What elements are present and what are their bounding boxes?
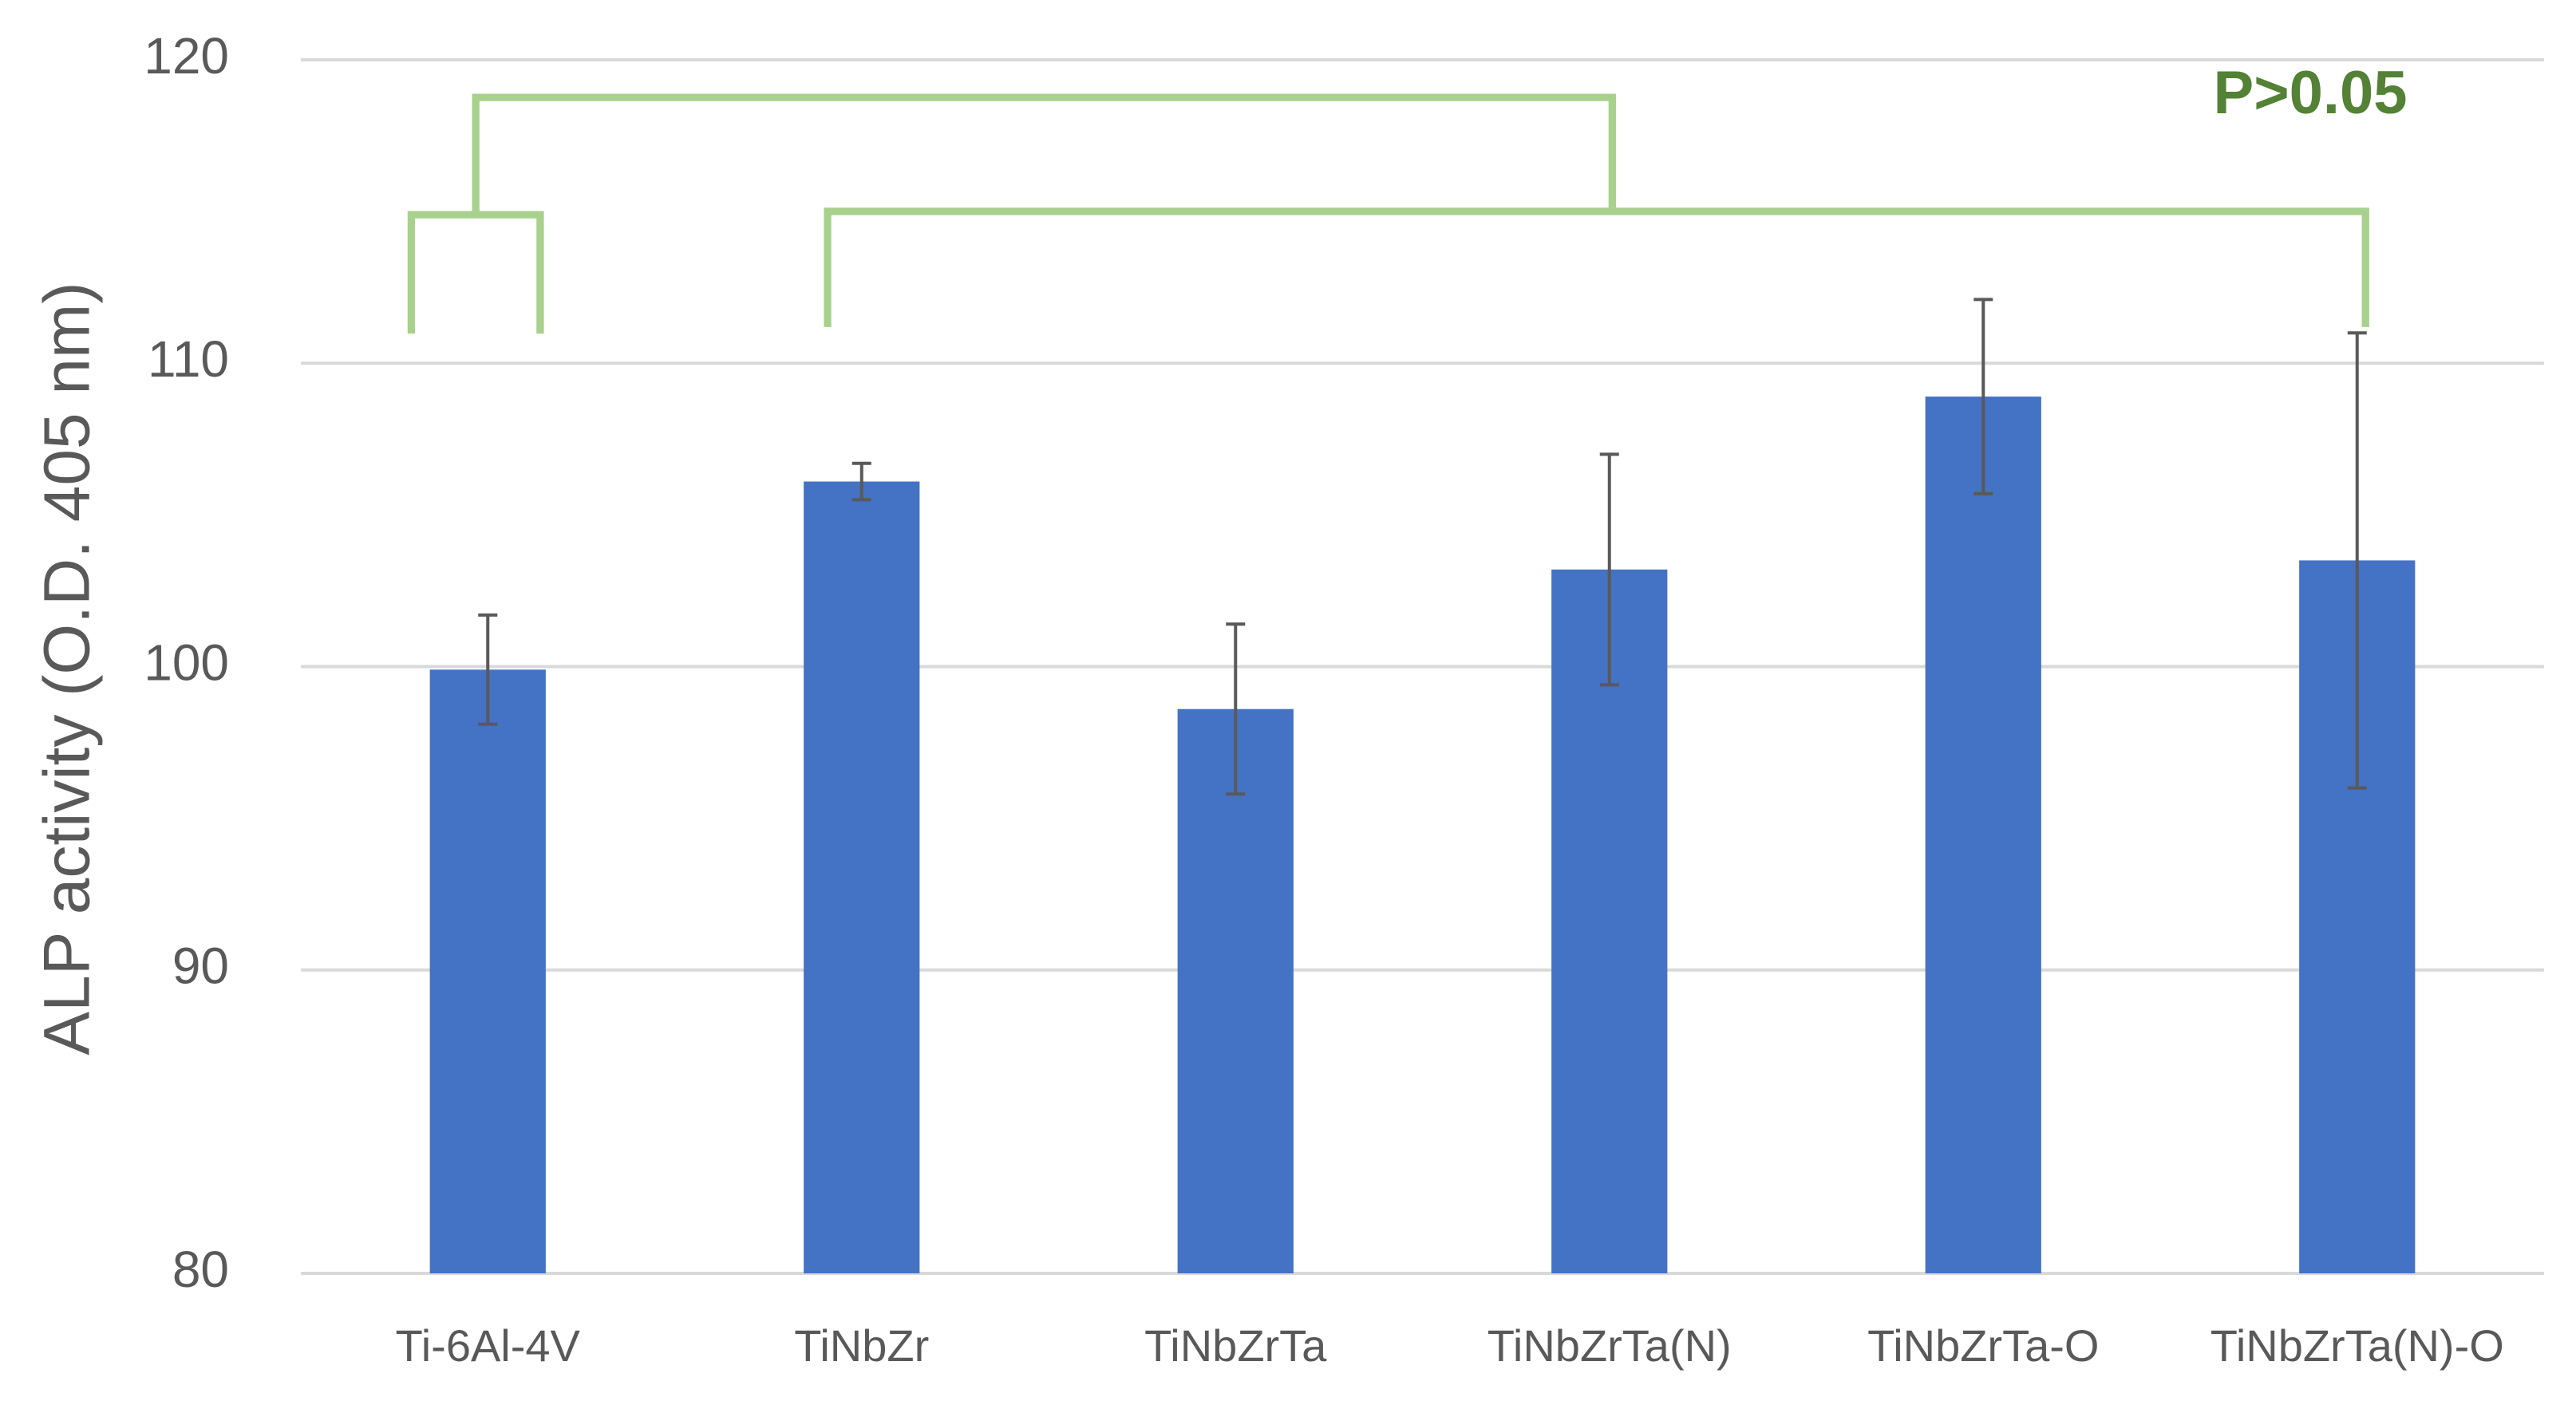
bracket (824, 207, 2369, 327)
x-tick-label: TiNbZrTa-O (1867, 1320, 2099, 1371)
y-tick-label: 80 (172, 1241, 229, 1298)
bar (804, 481, 920, 1273)
bar (1551, 569, 1668, 1273)
bar (1925, 397, 2041, 1273)
error-bar (851, 461, 871, 502)
x-tick-label: TiNbZrTa (1144, 1320, 1327, 1371)
significance-brackets (407, 93, 2369, 334)
error-bar (478, 613, 498, 726)
grid: 80 90 100 110 120 (144, 27, 2544, 1298)
y-axis-title: ALP activity (O.D. 405 nm) (31, 282, 104, 1055)
bracket (407, 211, 544, 334)
y-tick-label: 120 (144, 27, 229, 85)
y-tick-label: 90 (172, 937, 229, 995)
bracket (472, 93, 1616, 215)
error-bar (2347, 331, 2367, 790)
bar (1177, 708, 1294, 1273)
bar (429, 669, 546, 1273)
error-bar (1973, 298, 1993, 495)
annotation: P>0.05 (2214, 59, 2408, 127)
bars: Ti-6Al-4V TiNbZr TiNbZrTa TiNbZrTa(N) TiNbZr… (396, 298, 2504, 1371)
y-tick-label: 100 (144, 633, 229, 691)
error-bar (1599, 452, 1619, 687)
x-tick-label: TiNbZr (794, 1320, 929, 1371)
x-tick-label: TiNbZrTa(N)-O (2211, 1320, 2504, 1371)
x-tick-label: Ti-6Al-4V (396, 1320, 581, 1371)
x-tick-label: TiNbZrTa(N) (1488, 1320, 1732, 1371)
y-tick-label: 110 (148, 330, 229, 388)
error-bar (1226, 622, 1246, 796)
